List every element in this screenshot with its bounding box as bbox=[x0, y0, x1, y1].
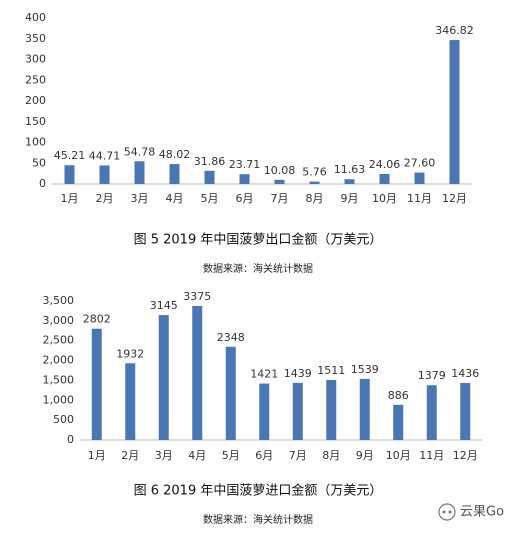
value-label: 1439 bbox=[284, 367, 312, 380]
watermark-circle bbox=[438, 503, 456, 521]
x-tick-label: 4月 bbox=[188, 449, 206, 462]
watermark: 云果Go bbox=[460, 505, 504, 520]
y-tick-label: 0 bbox=[67, 433, 74, 446]
bar bbox=[192, 305, 203, 440]
x-tick-label: 9月 bbox=[356, 449, 374, 462]
bar bbox=[125, 363, 136, 440]
y-tick-label: 0 bbox=[39, 177, 46, 190]
y-tick-label: 250 bbox=[25, 73, 46, 86]
value-label: 886 bbox=[388, 389, 409, 402]
bar bbox=[158, 315, 169, 440]
bar bbox=[239, 174, 250, 184]
bar bbox=[225, 346, 236, 440]
bar bbox=[426, 385, 437, 440]
y-tick-label: 1,500 bbox=[43, 373, 75, 386]
value-label: 1511 bbox=[317, 364, 345, 377]
x-tick-label: 8月 bbox=[306, 192, 324, 205]
bar bbox=[91, 328, 102, 440]
x-tick-label: 12月 bbox=[453, 449, 478, 462]
value-label: 54.78 bbox=[124, 145, 156, 158]
x-tick-label: 5月 bbox=[222, 449, 240, 462]
source-note: 数据来源：海关统计数据 bbox=[203, 513, 313, 526]
bar bbox=[292, 382, 303, 440]
x-tick-label: 6月 bbox=[255, 449, 273, 462]
y-tick-label: 300 bbox=[25, 53, 46, 66]
value-label: 346.82 bbox=[435, 24, 474, 37]
watermark-dot bbox=[448, 510, 452, 514]
bar bbox=[99, 165, 110, 184]
y-tick-label: 2,500 bbox=[43, 334, 75, 347]
value-label: 2348 bbox=[217, 331, 245, 344]
value-label: 5.76 bbox=[302, 166, 327, 179]
y-tick-label: 100 bbox=[25, 136, 46, 149]
bar bbox=[344, 179, 355, 184]
bar bbox=[460, 382, 471, 440]
y-tick-label: 400 bbox=[25, 11, 46, 24]
value-label: 48.02 bbox=[159, 148, 191, 161]
chart-title: 图 6 2019 年中国菠萝进口金额（万美元） bbox=[134, 483, 383, 499]
x-tick-label: 12月 bbox=[442, 192, 467, 205]
bar bbox=[204, 170, 215, 184]
x-tick-label: 11月 bbox=[407, 192, 432, 205]
y-tick-label: 3,000 bbox=[43, 314, 75, 327]
bar bbox=[414, 172, 425, 184]
x-tick-label: 3月 bbox=[131, 192, 149, 205]
x-tick-label: 3月 bbox=[155, 449, 173, 462]
y-tick-label: 50 bbox=[32, 156, 46, 169]
value-label: 24.06 bbox=[369, 158, 401, 171]
x-tick-label: 5月 bbox=[201, 192, 219, 205]
value-label: 44.71 bbox=[89, 149, 121, 162]
x-tick-label: 1月 bbox=[88, 449, 106, 462]
value-label: 23.71 bbox=[229, 158, 261, 171]
y-tick-label: 3,500 bbox=[43, 294, 75, 307]
bar bbox=[326, 379, 337, 440]
chart-title: 图 5 2019 年中国菠萝出口金额（万美元） bbox=[134, 232, 383, 248]
y-tick-label: 1,000 bbox=[43, 393, 75, 406]
x-tick-label: 7月 bbox=[289, 449, 307, 462]
bar bbox=[379, 174, 390, 184]
x-tick-label: 7月 bbox=[271, 192, 289, 205]
bar bbox=[274, 179, 285, 184]
value-label: 45.21 bbox=[54, 149, 86, 162]
bar bbox=[64, 165, 75, 184]
value-label: 3375 bbox=[183, 290, 211, 303]
value-label: 1539 bbox=[351, 363, 379, 376]
bar bbox=[309, 181, 320, 184]
x-tick-label: 10月 bbox=[386, 449, 411, 462]
value-label: 1436 bbox=[451, 367, 479, 380]
bar bbox=[134, 161, 145, 184]
bar bbox=[169, 164, 180, 184]
x-tick-label: 6月 bbox=[236, 192, 254, 205]
x-tick-label: 1月 bbox=[61, 192, 79, 205]
value-label: 2802 bbox=[83, 313, 111, 326]
bar bbox=[359, 378, 370, 440]
watermark-dot bbox=[442, 510, 446, 514]
x-tick-label: 10月 bbox=[372, 192, 397, 205]
x-tick-label: 2月 bbox=[121, 449, 139, 462]
value-label: 10.08 bbox=[264, 164, 296, 177]
value-label: 3145 bbox=[150, 299, 178, 312]
y-tick-label: 350 bbox=[25, 32, 46, 45]
value-label: 31.86 bbox=[194, 155, 226, 168]
value-label: 1932 bbox=[116, 347, 144, 360]
value-label: 1421 bbox=[250, 368, 278, 381]
value-label: 1379 bbox=[418, 369, 446, 382]
watermark-icon bbox=[438, 503, 456, 521]
bar bbox=[259, 383, 270, 440]
x-tick-label: 2月 bbox=[96, 192, 114, 205]
y-tick-label: 2,000 bbox=[43, 354, 75, 367]
y-tick-label: 150 bbox=[25, 115, 46, 128]
source-note: 数据来源：海关统计数据 bbox=[203, 262, 313, 275]
y-tick-label: 200 bbox=[25, 94, 46, 107]
y-tick-label: 500 bbox=[53, 413, 74, 426]
x-tick-label: 9月 bbox=[341, 192, 359, 205]
x-tick-label: 4月 bbox=[166, 192, 184, 205]
x-tick-label: 8月 bbox=[322, 449, 340, 462]
value-label: 11.63 bbox=[334, 163, 366, 176]
value-label: 27.60 bbox=[404, 157, 436, 170]
x-tick-label: 11月 bbox=[419, 449, 444, 462]
bar bbox=[393, 404, 404, 440]
bar bbox=[449, 40, 460, 184]
